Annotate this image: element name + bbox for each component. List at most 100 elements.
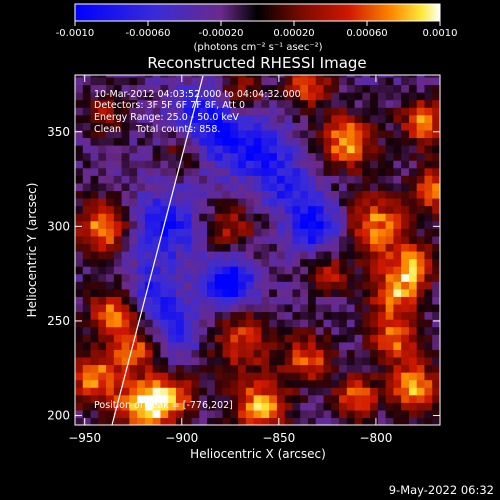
heatmap-cell — [269, 372, 278, 381]
heatmap-cell — [339, 182, 348, 192]
heatmap-cell — [144, 258, 154, 267]
heatmap-cell — [385, 258, 395, 267]
heatmap-cell — [129, 228, 138, 237]
heatmap-cell — [276, 114, 286, 123]
heatmap-cell — [331, 75, 340, 78]
heatmap-cell — [75, 387, 84, 396]
heatmap-cell — [175, 326, 185, 335]
heatmap-cell — [191, 266, 200, 275]
heatmap-cell — [253, 319, 262, 328]
heatmap-cell — [183, 303, 193, 313]
heatmap-cell — [207, 145, 216, 154]
heatmap-cell — [370, 266, 379, 275]
heatmap-cell — [284, 76, 294, 86]
heatmap-cell — [253, 152, 262, 161]
heatmap-cell — [106, 288, 115, 297]
heatmap-cell — [416, 372, 426, 381]
heatmap-cell — [253, 167, 262, 176]
heatmap-cell — [346, 107, 356, 116]
heatmap-cell — [424, 341, 433, 350]
heatmap-cell — [106, 311, 115, 320]
heatmap-cell — [98, 228, 107, 237]
heatmap-cell — [214, 379, 224, 388]
heatmap-cell — [346, 296, 356, 305]
heatmap-cell — [416, 364, 426, 373]
heatmap-cell — [269, 250, 278, 260]
heatmap-cell — [75, 341, 84, 350]
heatmap-cell — [253, 311, 262, 320]
heatmap-cell — [300, 402, 309, 411]
heatmap-cell — [416, 250, 426, 260]
heatmap-cell — [370, 175, 379, 184]
heatmap-cell — [82, 107, 92, 116]
heatmap-cell — [424, 364, 433, 373]
heatmap-cell — [191, 243, 200, 252]
heatmap-cell — [160, 281, 169, 290]
heatmap-cell — [214, 220, 224, 229]
heatmap-cell — [152, 235, 162, 244]
heatmap-cell — [230, 311, 239, 320]
heatmap-cell — [90, 99, 99, 108]
heatmap-cell — [307, 190, 317, 199]
heatmap-cell — [152, 167, 162, 176]
heatmap-cell — [307, 417, 317, 425]
heatmap-cell — [362, 334, 371, 343]
heatmap-cell — [354, 129, 363, 139]
heatmap-cell — [346, 235, 356, 244]
heatmap-cell — [245, 243, 255, 252]
heatmap-cell — [284, 175, 294, 184]
heatmap-cell — [315, 114, 325, 123]
heatmap-cell — [98, 387, 107, 396]
heatmap-cell — [175, 356, 185, 366]
heatmap-cell — [300, 341, 309, 350]
heatmap-cell — [292, 190, 301, 199]
heatmap-cell — [370, 288, 379, 297]
heatmap-cell — [137, 235, 146, 244]
heatmap-cell — [261, 92, 270, 101]
heatmap-cell — [121, 288, 130, 297]
heatmap-cell — [385, 75, 395, 78]
heatmap-cell — [346, 356, 356, 366]
heatmap-cell — [222, 220, 231, 229]
heatmap-cell — [160, 205, 169, 214]
heatmap-cell — [207, 152, 216, 161]
heatmap-cell — [207, 334, 216, 343]
heatmap-cell — [137, 107, 146, 116]
heatmap-cell — [377, 243, 387, 252]
heatmap-cell — [401, 311, 410, 320]
heatmap-cell — [230, 228, 239, 237]
heatmap-cell — [152, 175, 162, 184]
heatmap-cell — [106, 258, 115, 267]
heatmap-cell — [323, 387, 332, 396]
heatmap-cell — [245, 213, 255, 222]
heatmap-cell — [238, 356, 247, 366]
heatmap-cell — [424, 266, 433, 275]
heatmap-cell — [300, 107, 309, 116]
heatmap-cell — [90, 303, 99, 313]
heatmap-cell — [362, 190, 371, 199]
heatmap-cell — [214, 341, 224, 350]
heatmap-cell — [300, 334, 309, 343]
heatmap-cell — [238, 288, 247, 297]
heatmap-cell — [424, 409, 433, 419]
heatmap-cell — [269, 311, 278, 320]
heatmap-cell — [152, 258, 162, 267]
heatmap-cell — [199, 296, 208, 305]
heatmap-cell — [222, 281, 231, 290]
heatmap-cell — [307, 175, 317, 184]
heatmap-cell — [160, 122, 169, 131]
heatmap-cell — [284, 341, 294, 350]
heatmap-cell — [393, 281, 402, 290]
heatmap-cell — [377, 258, 387, 267]
heatmap-cell — [315, 258, 325, 267]
heatmap-cell — [245, 394, 255, 403]
heatmap-cell — [144, 205, 154, 214]
heatmap-cell — [362, 107, 371, 116]
heatmap-cell — [377, 175, 387, 184]
heatmap-cell — [183, 250, 193, 260]
heatmap-cell — [300, 152, 309, 161]
heatmap-cell — [129, 379, 138, 388]
heatmap-cell — [214, 205, 224, 214]
heatmap-cell — [370, 387, 379, 396]
heatmap-cell — [121, 402, 130, 411]
